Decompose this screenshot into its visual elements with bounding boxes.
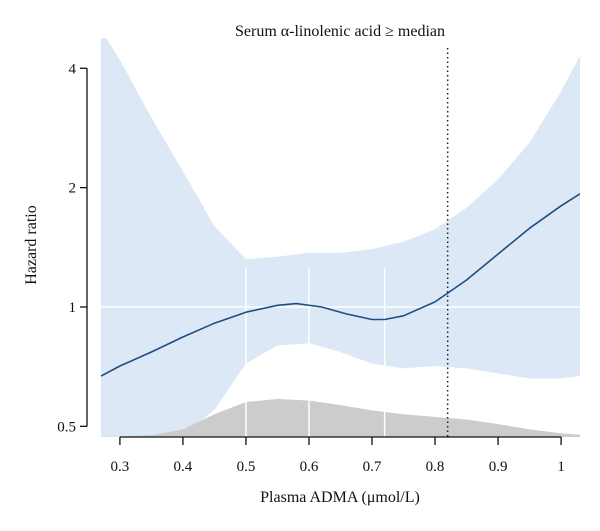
- y-tick-label: 0.5: [57, 419, 76, 435]
- x-tick-label: 0.4: [174, 459, 193, 475]
- x-tick-label: 0.8: [426, 459, 445, 475]
- axes-layer: 0.3 0.4 0.5 0.6 0.7 0.8 0.9 1 0.5 1 2 4: [57, 61, 565, 475]
- hazard-ratio-curve: [101, 193, 580, 377]
- estimate-curve-layer: [101, 193, 580, 377]
- confidence-band: [101, 38, 580, 437]
- x-tick-label: 0.7: [363, 459, 382, 475]
- reference-lines-layer: [101, 48, 580, 437]
- x-tick-label: 0.6: [300, 459, 319, 475]
- x-tick-label: 0.3: [111, 459, 130, 475]
- x-tick-label: 0.9: [489, 459, 508, 475]
- confidence-band-layer: [101, 38, 580, 437]
- y-tick-label: 4: [69, 61, 77, 77]
- x-tick-label: 1: [557, 459, 565, 475]
- density-layer: [101, 399, 580, 437]
- y-tick-label: 2: [69, 181, 77, 197]
- chart-title: Serum α-linolenic acid ≥ median: [235, 23, 445, 40]
- y-axis-title: Hazard ratio: [23, 205, 40, 285]
- x-tick-label: 0.5: [237, 459, 256, 475]
- x-axis-title: Plasma ADMA (μmol/L): [260, 489, 420, 506]
- density-area: [101, 399, 580, 437]
- y-tick-label: 1: [69, 300, 77, 316]
